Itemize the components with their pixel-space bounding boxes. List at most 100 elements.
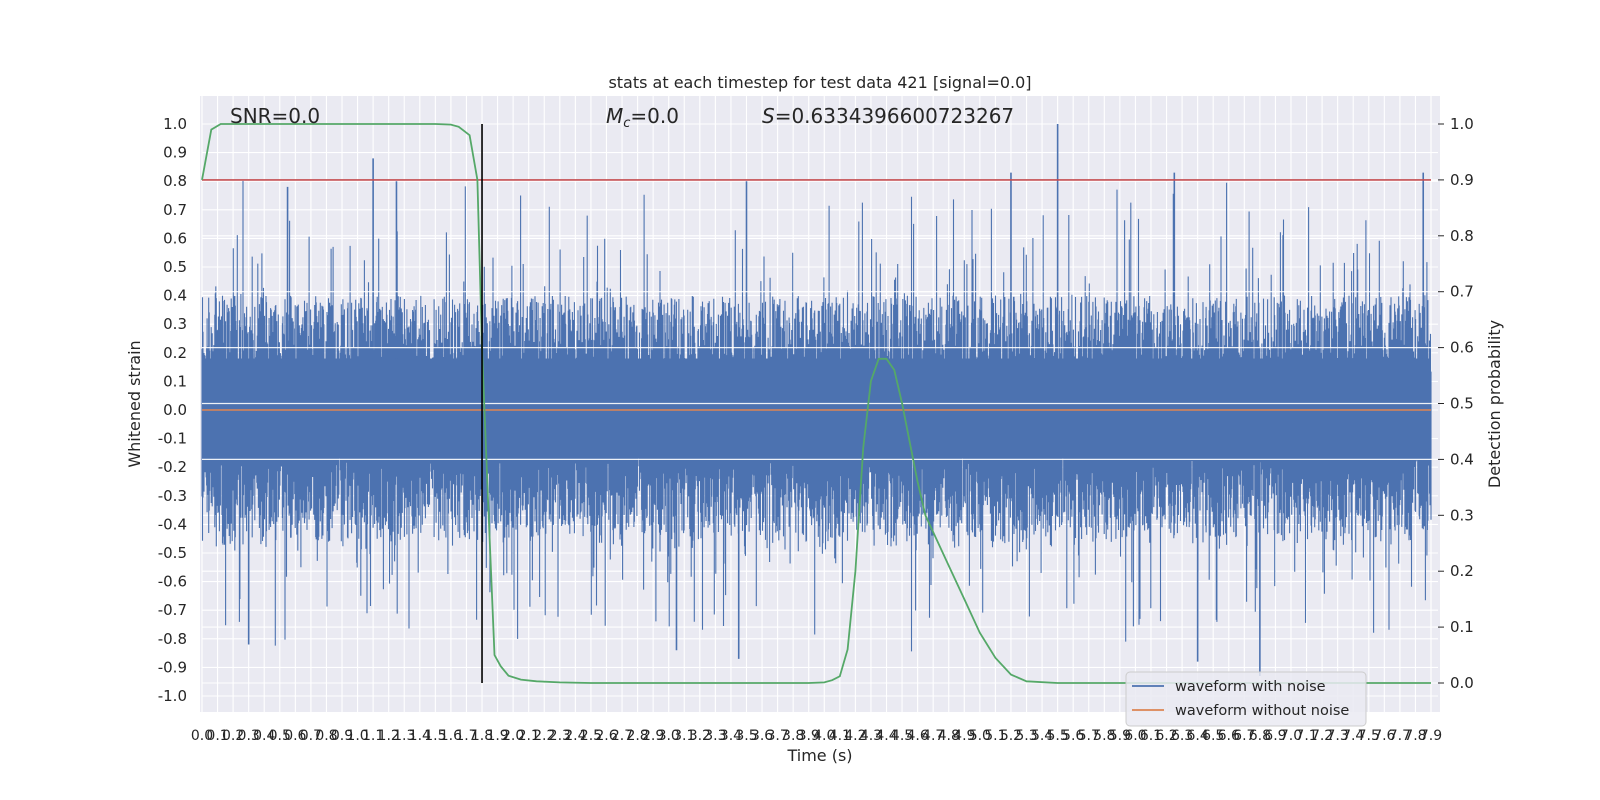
x-tick-label: 0.1 bbox=[206, 728, 228, 744]
x-tick-label: 6.0 bbox=[1124, 728, 1146, 744]
x-tick-label: 6.1 bbox=[1140, 728, 1162, 744]
x-tick-label: 0.3 bbox=[238, 728, 260, 744]
x-tick-label: 1.1 bbox=[362, 728, 384, 744]
x-tick-label: 6.4 bbox=[1187, 728, 1209, 744]
snr-annotation: SNR=0.0 bbox=[230, 104, 320, 128]
x-tick-label: 4.5 bbox=[891, 728, 913, 744]
x-tick-label: 3.0 bbox=[658, 728, 680, 744]
x-tick-label: 5.5 bbox=[1047, 728, 1069, 744]
x-tick-label: 4.6 bbox=[906, 728, 928, 744]
y2-axis-ticks: 1.0 0.9 0.8 0.7 0.6 0.5 0.4 0.3 0.2 0.1 0.0 bbox=[1438, 115, 1474, 692]
x-tick-label: 4.7 bbox=[922, 728, 944, 744]
y-tick-label: -0.4 bbox=[158, 515, 187, 533]
x-tick-label: 1.2 bbox=[378, 728, 400, 744]
legend-box bbox=[1125, 671, 1367, 727]
x-tick-label: 2.9 bbox=[642, 728, 664, 744]
y-tick-label: 0.7 bbox=[163, 201, 187, 219]
y-tick-label: -0.7 bbox=[158, 601, 187, 619]
x-tick-label: 2.5 bbox=[580, 728, 602, 744]
x-tick-label: 5.7 bbox=[1078, 728, 1100, 744]
x-tick-label: 1.4 bbox=[409, 728, 431, 744]
x-axis-ticks: 0.00.10.20.30.40.50.60.70.80.91.01.11.21… bbox=[191, 728, 1442, 744]
y2-tick-label: 0.7 bbox=[1450, 283, 1474, 301]
x-tick-label: 7.0 bbox=[1280, 728, 1302, 744]
s-value: =0.6334396600723267 bbox=[775, 104, 1014, 128]
x-tick-label: 3.6 bbox=[751, 728, 773, 744]
x-tick-label: 5.8 bbox=[1093, 728, 1115, 744]
x-tick-label: 0.0 bbox=[191, 728, 213, 744]
x-tick-label: 5.4 bbox=[1031, 728, 1053, 744]
x-tick-label: 6.5 bbox=[1202, 728, 1224, 744]
mc-value: =0.0 bbox=[630, 104, 679, 128]
y-tick-label: -0.5 bbox=[158, 544, 187, 562]
x-tick-label: 5.9 bbox=[1109, 728, 1131, 744]
y-tick-label: -0.1 bbox=[158, 430, 187, 448]
x-tick-label: 3.1 bbox=[673, 728, 695, 744]
x-tick-label: 6.8 bbox=[1249, 728, 1271, 744]
y2-tick-label: 0.9 bbox=[1450, 171, 1474, 189]
x-tick-label: 6.6 bbox=[1218, 728, 1240, 744]
x-tick-label: 7.7 bbox=[1389, 728, 1411, 744]
series-detection-probability bbox=[201, 123, 1431, 684]
y2-tick-label: 0.5 bbox=[1450, 395, 1474, 413]
legend: waveform with noise waveform without noi… bbox=[1125, 671, 1367, 727]
y2-tick-label: 0.8 bbox=[1450, 227, 1474, 245]
x-tick-label: 2.7 bbox=[611, 728, 633, 744]
y-tick-label: -0.3 bbox=[158, 487, 187, 505]
x-tick-label: 2.3 bbox=[549, 728, 571, 744]
x-tick-label: 2.6 bbox=[595, 728, 617, 744]
y2-tick-label: 0.6 bbox=[1450, 339, 1474, 357]
x-tick-label: 1.9 bbox=[486, 728, 508, 744]
y-tick-label: -0.9 bbox=[158, 658, 187, 676]
x-tick-label: 4.4 bbox=[875, 728, 897, 744]
y2-tick-label: 0.3 bbox=[1450, 506, 1474, 524]
s-symbol: S bbox=[762, 104, 775, 128]
y-tick-label: -0.8 bbox=[158, 630, 187, 648]
y-tick-label: 0.8 bbox=[163, 172, 187, 190]
y2-tick-label: 1.0 bbox=[1450, 115, 1474, 133]
x-tick-label: 5.3 bbox=[1015, 728, 1037, 744]
x-tick-label: 1.5 bbox=[424, 728, 446, 744]
x-tick-label: 4.2 bbox=[844, 728, 866, 744]
x-tick-label: 1.8 bbox=[471, 728, 493, 744]
x-tick-label: 0.5 bbox=[269, 728, 291, 744]
x-tick-label: 1.3 bbox=[393, 728, 415, 744]
mc-subscript: c bbox=[623, 116, 630, 131]
s-annotation: S=0.6334396600723267 bbox=[762, 104, 1014, 128]
x-tick-label: 3.5 bbox=[735, 728, 757, 744]
y-tick-label: -1.0 bbox=[158, 687, 187, 705]
x-tick-label: 2.4 bbox=[564, 728, 586, 744]
x-tick-label: 5.2 bbox=[1000, 728, 1022, 744]
x-tick-label: 0.2 bbox=[222, 728, 244, 744]
legend-label-noise: waveform with noise bbox=[1175, 679, 1326, 695]
x-tick-label: 2.8 bbox=[626, 728, 648, 744]
y2-tick-label: 0.0 bbox=[1450, 674, 1474, 692]
x-tick-label: 0.6 bbox=[284, 728, 306, 744]
x-tick-label: 0.8 bbox=[315, 728, 337, 744]
x-tick-label: 1.6 bbox=[440, 728, 462, 744]
y-tick-label: 0.0 bbox=[163, 401, 187, 419]
legend-label-clean: waveform without noise bbox=[1175, 703, 1349, 719]
x-tick-label: 6.7 bbox=[1233, 728, 1255, 744]
series-waveform-with-noise bbox=[201, 124, 1438, 676]
y-tick-label: 0.2 bbox=[163, 344, 187, 362]
x-tick-label: 7.5 bbox=[1358, 728, 1380, 744]
y-tick-label: 0.5 bbox=[163, 258, 187, 276]
x-tick-label: 7.2 bbox=[1311, 728, 1333, 744]
x-tick-label: 3.8 bbox=[782, 728, 804, 744]
x-tick-label: 0.9 bbox=[331, 728, 353, 744]
x-tick-label: 2.0 bbox=[502, 728, 524, 744]
y2-axis-label: Detection probability bbox=[1485, 320, 1504, 488]
x-tick-label: 2.1 bbox=[518, 728, 540, 744]
x-tick-label: 7.6 bbox=[1373, 728, 1395, 744]
mc-annotation: Mc=0.0 bbox=[606, 104, 679, 131]
x-tick-label: 6.9 bbox=[1264, 728, 1286, 744]
y-tick-label: 0.3 bbox=[163, 315, 187, 333]
detection-probability-line bbox=[201, 123, 1431, 684]
x-tick-label: 4.8 bbox=[938, 728, 960, 744]
x-tick-label: 1.0 bbox=[346, 728, 368, 744]
x-tick-label: 5.6 bbox=[1062, 728, 1084, 744]
x-tick-label: 7.3 bbox=[1327, 728, 1349, 744]
x-tick-label: 4.9 bbox=[953, 728, 975, 744]
